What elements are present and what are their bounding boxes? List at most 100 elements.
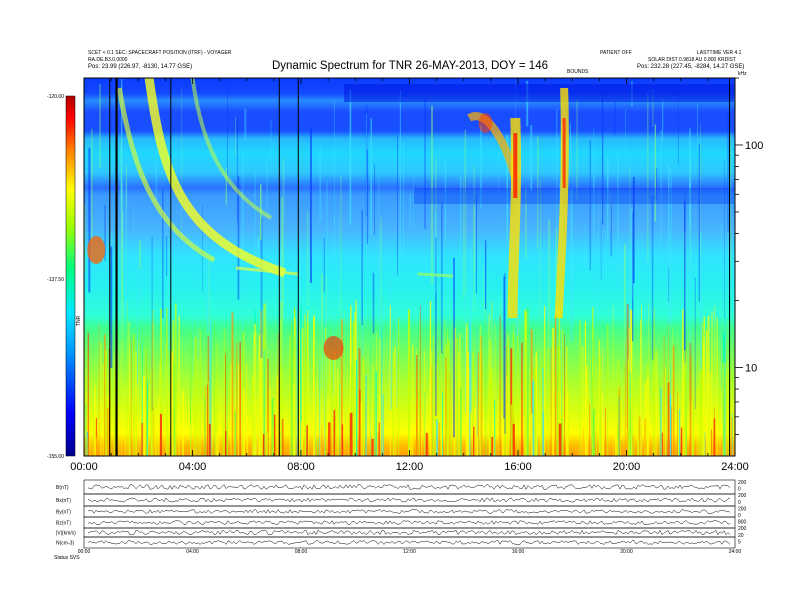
texture-stripe <box>270 120 272 168</box>
texture-stripe <box>713 306 716 456</box>
texture-stripe <box>427 394 428 456</box>
texture-stripe <box>591 357 594 456</box>
lower-panel-label: |V|(km/s) <box>56 531 76 537</box>
texture-stripe <box>730 132 732 279</box>
colorbar-tick-bottom: -155.00 <box>47 454 64 460</box>
texture-stripe <box>430 350 433 456</box>
texture-stripe <box>156 407 158 456</box>
texture-stripe <box>601 78 604 225</box>
texture-stripe <box>416 355 418 456</box>
y-tick-label: 10 <box>745 362 757 374</box>
texture-stripe <box>218 411 220 456</box>
texture-stripe <box>424 392 426 456</box>
texture-stripe <box>638 416 641 456</box>
center-tag: BOUNDS <box>567 69 589 75</box>
texture-stripe <box>534 368 537 456</box>
texture-stripe <box>667 382 670 456</box>
texture-stripe <box>92 408 94 456</box>
red-streak <box>371 438 374 456</box>
texture-stripe <box>365 104 368 217</box>
texture-stripe <box>120 145 122 211</box>
texture-stripe <box>130 339 132 456</box>
texture-stripe <box>85 403 87 456</box>
texture-stripe <box>284 161 285 218</box>
lower-panel-frame <box>83 536 736 549</box>
texture-stripe <box>263 349 265 456</box>
texture-stripe <box>397 136 398 276</box>
texture-stripe <box>113 411 115 456</box>
texture-stripe <box>226 417 228 456</box>
texture-stripe <box>377 430 380 456</box>
texture-stripe <box>98 324 100 456</box>
texture-stripe <box>121 340 123 456</box>
texture-stripe <box>103 334 106 456</box>
texture-stripe <box>160 309 162 456</box>
texture-stripe <box>494 323 496 456</box>
header-right-line-1: SOLAR DIST 0.9818 AU 0.800 KRDIST <box>648 57 736 63</box>
texture-stripe <box>430 365 433 456</box>
texture-stripe <box>480 335 483 456</box>
texture-stripe <box>684 231 686 312</box>
texture-stripe <box>255 397 257 456</box>
red-streak <box>159 413 162 456</box>
texture-stripe <box>593 173 595 327</box>
texture-stripe <box>138 240 141 270</box>
texture-stripe <box>91 128 93 243</box>
colorbar-label: TNR <box>76 315 82 326</box>
lower-panel-frame <box>83 527 736 538</box>
texture-stripe <box>323 237 325 293</box>
texture-stripe <box>289 335 292 456</box>
texture-stripe <box>366 149 369 245</box>
texture-stripe <box>225 167 227 205</box>
texture-stripe <box>629 166 631 295</box>
texture-stripe <box>419 314 420 456</box>
texture-stripe <box>166 308 168 456</box>
texture-stripe <box>133 334 135 456</box>
x-tick-label: 04:00 <box>179 461 207 473</box>
header-left-line-1: SCET < 0.1 SEC: SPACECRAFT POSITION (ITR… <box>88 50 232 56</box>
texture-stripe <box>379 338 381 456</box>
texture-stripe <box>159 362 161 456</box>
texture-stripe <box>315 378 317 456</box>
texture-stripe <box>151 237 153 411</box>
texture-stripe <box>99 84 101 168</box>
texture-stripe <box>254 172 256 306</box>
texture-stripe <box>171 351 173 456</box>
texture-stripe <box>220 389 221 456</box>
lower-panel-trace <box>87 520 731 525</box>
texture-stripe <box>593 128 595 228</box>
texture-stripe <box>684 192 686 363</box>
texture-stripe <box>436 355 439 456</box>
texture-stripe <box>620 439 622 456</box>
red-streak <box>558 423 562 456</box>
texture-stripe <box>141 422 144 456</box>
texture-stripe <box>655 350 658 456</box>
texture-stripe <box>356 274 358 399</box>
texture-stripe <box>677 383 679 456</box>
texture-stripe <box>292 332 293 456</box>
lower-panel-scale-label: 0 <box>738 500 741 506</box>
texture-stripe <box>339 383 341 456</box>
texture-stripe <box>279 431 281 456</box>
texture-stripe <box>651 195 654 360</box>
texture-stripe <box>372 363 374 456</box>
texture-stripe <box>246 417 249 456</box>
texture-stripe <box>458 352 460 456</box>
texture-stripe <box>612 305 614 456</box>
texture-stripe <box>434 211 437 293</box>
texture-stripe <box>637 377 640 456</box>
texture-stripe <box>260 217 263 359</box>
texture-stripe <box>561 329 564 456</box>
texture-stripe <box>150 369 152 456</box>
red-streak <box>273 414 276 456</box>
texture-stripe <box>445 357 447 456</box>
texture-stripe <box>374 164 375 235</box>
texture-stripe <box>335 388 337 456</box>
texture-stripe <box>498 394 500 456</box>
texture-stripe <box>266 158 268 215</box>
texture-stripe <box>716 317 718 456</box>
texture-stripe <box>145 348 147 456</box>
texture-stripe <box>503 383 505 456</box>
texture-stripe <box>506 376 508 456</box>
red-streak <box>333 410 336 456</box>
